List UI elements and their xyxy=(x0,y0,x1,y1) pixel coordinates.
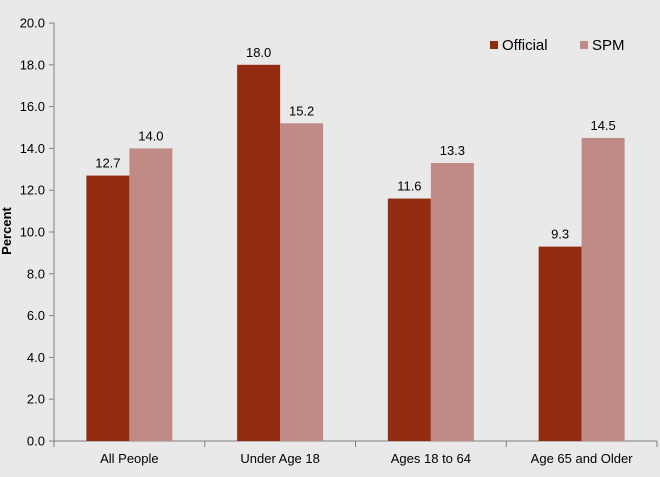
y-axis-title: Percent xyxy=(0,206,14,254)
y-tick-label: 2.0 xyxy=(27,392,45,407)
y-tick-label: 4.0 xyxy=(27,350,45,365)
bar-spm xyxy=(129,148,173,441)
legend-swatch-official xyxy=(490,41,498,49)
data-label: 12.7 xyxy=(95,156,120,171)
legend-swatch-spm xyxy=(580,41,588,49)
data-label: 9.3 xyxy=(551,227,569,242)
bar-spm xyxy=(581,137,625,441)
data-label: 14.5 xyxy=(590,118,615,133)
bar-official xyxy=(237,64,281,442)
x-category-label: Ages 18 to 64 xyxy=(391,451,471,466)
bars: 12.7 14.0 18.0 15.2 11.6 13.3 9.3 14.5 xyxy=(86,45,625,442)
x-category-label: All People xyxy=(100,451,159,466)
data-label: 15.2 xyxy=(289,103,314,118)
x-category-label: Under Age 18 xyxy=(240,451,320,466)
data-label: 11.6 xyxy=(397,179,421,194)
y-tick-label: 14.0 xyxy=(20,141,45,156)
data-label: 14.0 xyxy=(138,128,163,143)
y-tick-label: 12.0 xyxy=(20,183,45,198)
bar-official xyxy=(387,198,431,441)
bar-spm xyxy=(430,163,474,441)
bar-official xyxy=(86,175,130,441)
y-tick-label: 6.0 xyxy=(27,308,45,323)
y-tick-label: 16.0 xyxy=(20,99,45,114)
y-tick-label: 18.0 xyxy=(20,57,45,72)
legend: Official SPM xyxy=(490,37,625,54)
y-tick-label: 20.0 xyxy=(20,16,45,31)
y-tick-label: 10.0 xyxy=(20,225,45,240)
y-tick-label: 8.0 xyxy=(27,266,45,281)
legend-label-official: Official xyxy=(502,37,548,54)
bar-spm xyxy=(280,123,324,441)
data-label: 18.0 xyxy=(246,45,271,60)
y-tick-label: 0.0 xyxy=(27,434,45,449)
x-category-label: Age 65 and Older xyxy=(531,451,634,466)
bar-official xyxy=(538,246,582,441)
data-label: 13.3 xyxy=(440,143,465,158)
axes: 0.0 2.0 4.0 6.0 8.0 10.0 12.0 14.0 16.0 18.0 20.0 A… xyxy=(20,16,658,466)
legend-label-spm: SPM xyxy=(592,37,625,54)
